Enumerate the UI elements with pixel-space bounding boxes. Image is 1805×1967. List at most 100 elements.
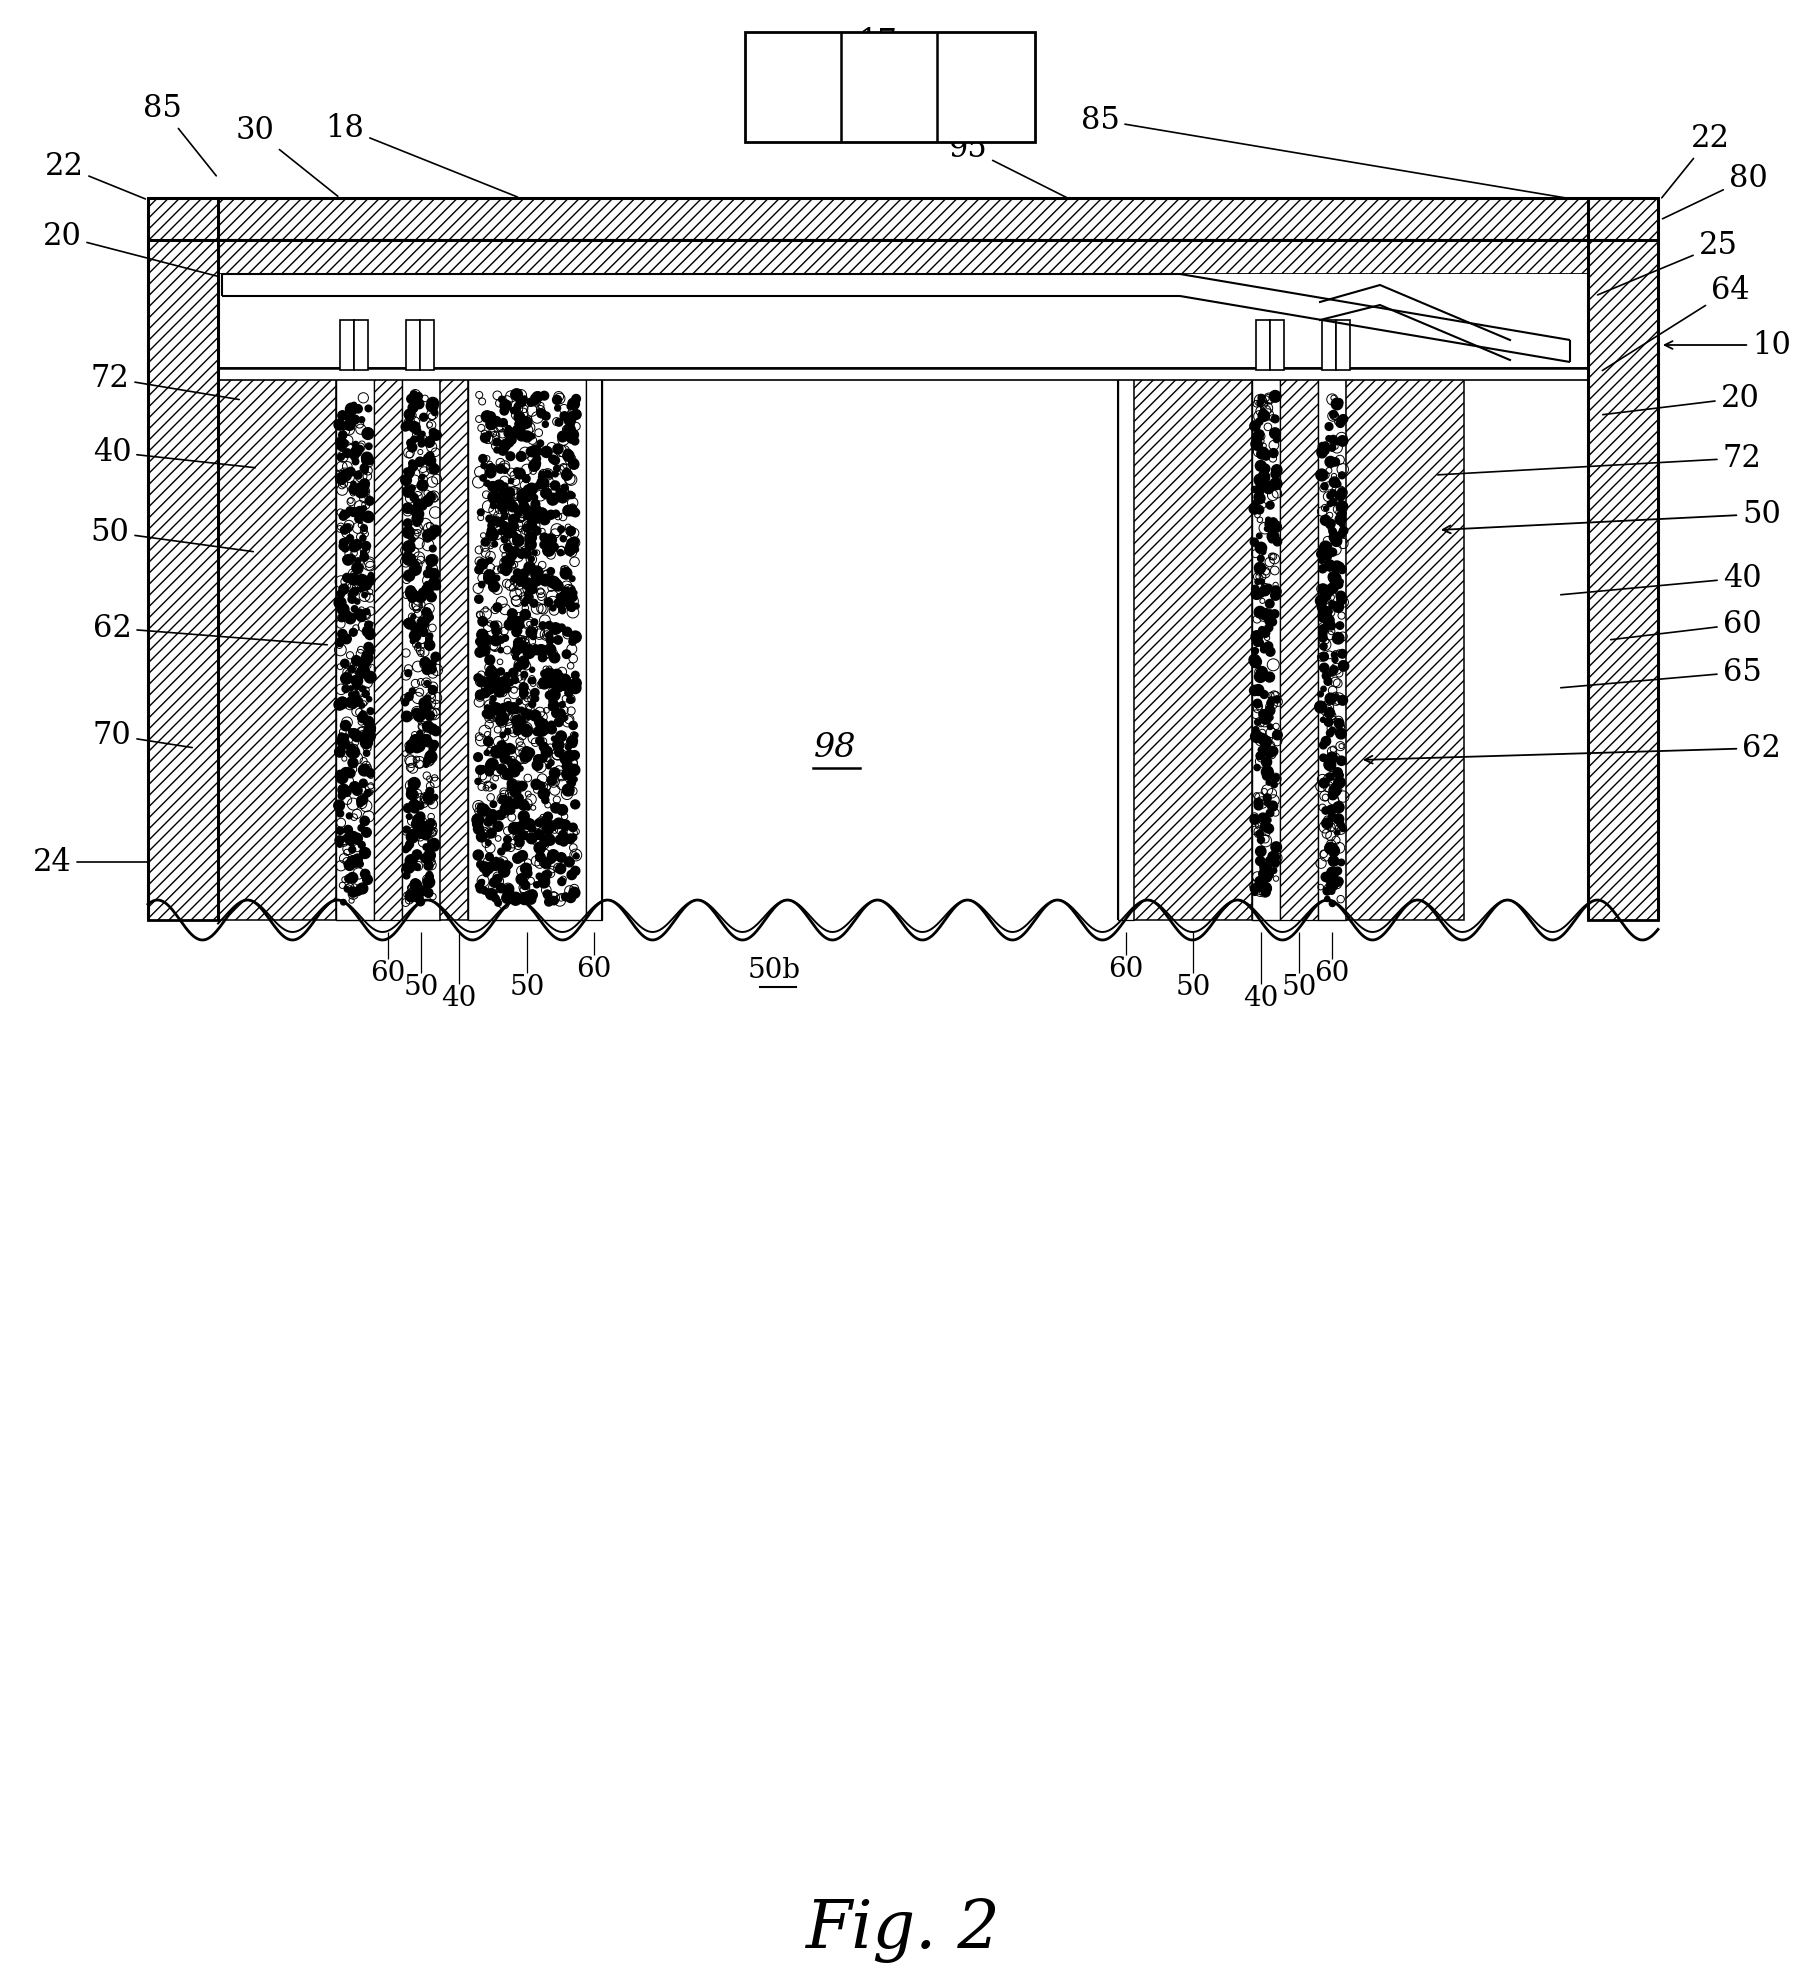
Circle shape [341,787,352,797]
Text: 40: 40 [92,437,255,468]
Circle shape [551,480,560,490]
Circle shape [359,779,366,787]
Circle shape [424,681,430,686]
Circle shape [424,850,433,860]
Circle shape [484,480,491,486]
Circle shape [491,635,502,645]
Circle shape [505,744,514,753]
Circle shape [531,395,536,401]
Circle shape [1336,592,1345,600]
Circle shape [1339,661,1347,669]
Circle shape [570,751,579,759]
Circle shape [527,519,534,527]
Circle shape [491,759,498,767]
Circle shape [560,702,565,708]
Circle shape [1328,435,1338,445]
Circle shape [558,877,565,885]
Circle shape [1254,720,1262,726]
Circle shape [1334,867,1341,875]
Circle shape [477,629,487,641]
Circle shape [520,683,529,692]
Circle shape [356,667,366,679]
Circle shape [1264,484,1274,494]
Circle shape [482,862,495,873]
Circle shape [417,885,426,897]
Circle shape [350,700,357,708]
Text: 10: 10 [1664,330,1791,360]
Circle shape [363,427,374,439]
Circle shape [540,622,547,629]
Circle shape [570,801,579,808]
Circle shape [348,484,359,494]
Circle shape [532,527,542,535]
Circle shape [428,724,437,734]
Circle shape [354,834,361,842]
Circle shape [500,507,507,513]
Circle shape [1253,441,1262,450]
Circle shape [406,744,415,753]
Circle shape [542,871,551,879]
Circle shape [406,740,417,751]
Circle shape [514,421,522,427]
Circle shape [514,468,525,478]
Circle shape [365,671,375,683]
Circle shape [569,637,576,645]
Circle shape [484,869,489,877]
Circle shape [359,763,370,775]
Circle shape [567,506,578,515]
Circle shape [513,822,520,830]
Circle shape [401,712,412,722]
Circle shape [540,574,552,586]
Circle shape [486,419,496,429]
Circle shape [482,677,495,688]
Circle shape [527,447,536,456]
Circle shape [422,584,433,594]
Circle shape [500,685,509,692]
Circle shape [1321,818,1332,828]
Circle shape [500,407,509,415]
Circle shape [489,696,496,702]
Circle shape [540,816,551,828]
Text: 72: 72 [1439,443,1762,474]
Circle shape [421,854,430,864]
Circle shape [410,561,419,568]
Circle shape [341,767,350,777]
Circle shape [518,718,525,724]
Circle shape [357,659,368,671]
Circle shape [352,690,359,698]
Circle shape [563,649,570,659]
Circle shape [1264,824,1274,834]
Circle shape [504,527,514,539]
Circle shape [507,783,516,793]
Circle shape [542,669,552,681]
Circle shape [426,818,435,826]
Circle shape [556,864,565,873]
Circle shape [518,504,529,513]
Circle shape [361,506,366,511]
Circle shape [561,484,569,492]
Circle shape [525,805,531,810]
Circle shape [1327,751,1338,763]
Circle shape [1258,409,1269,421]
Circle shape [417,618,430,629]
Circle shape [1262,864,1271,871]
Circle shape [520,435,525,441]
Circle shape [417,826,426,838]
Circle shape [558,494,567,504]
Circle shape [540,391,549,399]
Circle shape [516,627,522,633]
Circle shape [1334,580,1343,588]
Circle shape [565,749,576,761]
Circle shape [1254,431,1264,439]
Circle shape [338,604,348,616]
Circle shape [338,590,345,598]
Circle shape [542,726,549,734]
Circle shape [527,895,536,905]
Circle shape [1269,429,1280,439]
Circle shape [513,627,522,637]
Circle shape [1260,864,1273,875]
Circle shape [1319,779,1328,789]
Circle shape [1336,419,1345,427]
Circle shape [567,779,576,787]
Circle shape [554,747,563,757]
